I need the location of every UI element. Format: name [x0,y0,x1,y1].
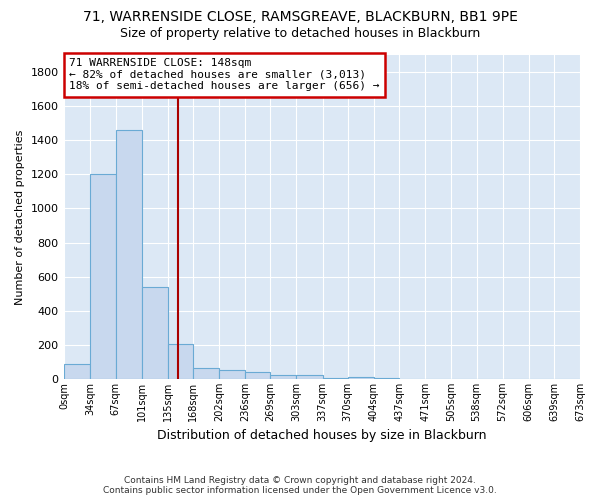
Text: Size of property relative to detached houses in Blackburn: Size of property relative to detached ho… [120,28,480,40]
Bar [116,130,142,379]
Bar [64,364,90,379]
X-axis label: Distribution of detached houses by size in Blackburn: Distribution of detached houses by size … [157,430,487,442]
Y-axis label: Number of detached properties: Number of detached properties [15,130,25,304]
Text: 71, WARRENSIDE CLOSE, RAMSGREAVE, BLACKBURN, BB1 9PE: 71, WARRENSIDE CLOSE, RAMSGREAVE, BLACKB… [83,10,517,24]
Bar [90,174,116,379]
Bar [374,378,399,379]
Bar [167,344,193,379]
Bar [323,378,348,379]
Bar [219,370,245,379]
Bar [348,377,374,379]
Bar [296,376,323,379]
Text: 71 WARRENSIDE CLOSE: 148sqm
← 82% of detached houses are smaller (3,013)
18% of : 71 WARRENSIDE CLOSE: 148sqm ← 82% of det… [70,58,380,92]
Bar [271,374,296,379]
Text: Contains HM Land Registry data © Crown copyright and database right 2024.
Contai: Contains HM Land Registry data © Crown c… [103,476,497,495]
Bar [142,287,167,379]
Bar [245,372,271,379]
Bar [193,368,219,379]
